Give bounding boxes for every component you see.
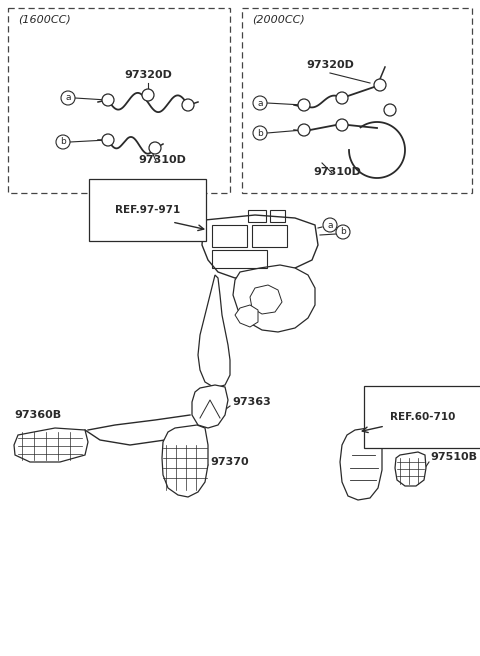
Polygon shape xyxy=(202,215,318,278)
Text: 97320D: 97320D xyxy=(306,60,354,70)
Polygon shape xyxy=(192,385,228,428)
Bar xyxy=(212,250,267,268)
Circle shape xyxy=(336,92,348,104)
Text: b: b xyxy=(60,138,66,146)
Text: 97360B: 97360B xyxy=(14,410,61,420)
Circle shape xyxy=(336,225,350,239)
Polygon shape xyxy=(198,275,230,388)
Circle shape xyxy=(61,91,75,105)
Text: 97320D: 97320D xyxy=(124,70,172,80)
Polygon shape xyxy=(233,265,315,332)
Text: REF.60-710: REF.60-710 xyxy=(390,412,456,422)
Circle shape xyxy=(384,104,396,116)
Text: 97310D: 97310D xyxy=(313,167,361,177)
Polygon shape xyxy=(395,452,426,486)
Circle shape xyxy=(323,218,337,232)
Text: a: a xyxy=(65,94,71,102)
Bar xyxy=(248,210,266,222)
Circle shape xyxy=(102,94,114,106)
Circle shape xyxy=(298,99,310,111)
Polygon shape xyxy=(250,285,282,314)
Bar xyxy=(8,8,230,193)
Circle shape xyxy=(253,126,267,140)
Text: (1600CC): (1600CC) xyxy=(18,14,71,24)
Circle shape xyxy=(182,99,194,111)
Text: 97370: 97370 xyxy=(210,457,249,467)
Circle shape xyxy=(336,119,348,131)
Text: REF.97-971: REF.97-971 xyxy=(115,205,180,215)
Polygon shape xyxy=(235,305,258,327)
Text: (2000CC): (2000CC) xyxy=(252,14,305,24)
Text: 97363: 97363 xyxy=(232,397,271,407)
Text: 97310D: 97310D xyxy=(138,155,186,165)
Text: a: a xyxy=(327,220,333,230)
Circle shape xyxy=(142,89,154,101)
Bar xyxy=(252,225,287,247)
Text: 97510B: 97510B xyxy=(430,452,477,462)
Circle shape xyxy=(298,124,310,136)
Circle shape xyxy=(374,79,386,91)
Bar xyxy=(270,210,285,222)
Text: b: b xyxy=(257,129,263,138)
Polygon shape xyxy=(14,428,88,462)
Polygon shape xyxy=(340,428,382,500)
Circle shape xyxy=(56,135,70,149)
Bar xyxy=(242,8,472,193)
Circle shape xyxy=(253,96,267,110)
Text: a: a xyxy=(257,98,263,108)
Text: b: b xyxy=(340,228,346,237)
Circle shape xyxy=(102,134,114,146)
Circle shape xyxy=(149,142,161,154)
Bar xyxy=(212,225,247,247)
Polygon shape xyxy=(162,425,208,497)
